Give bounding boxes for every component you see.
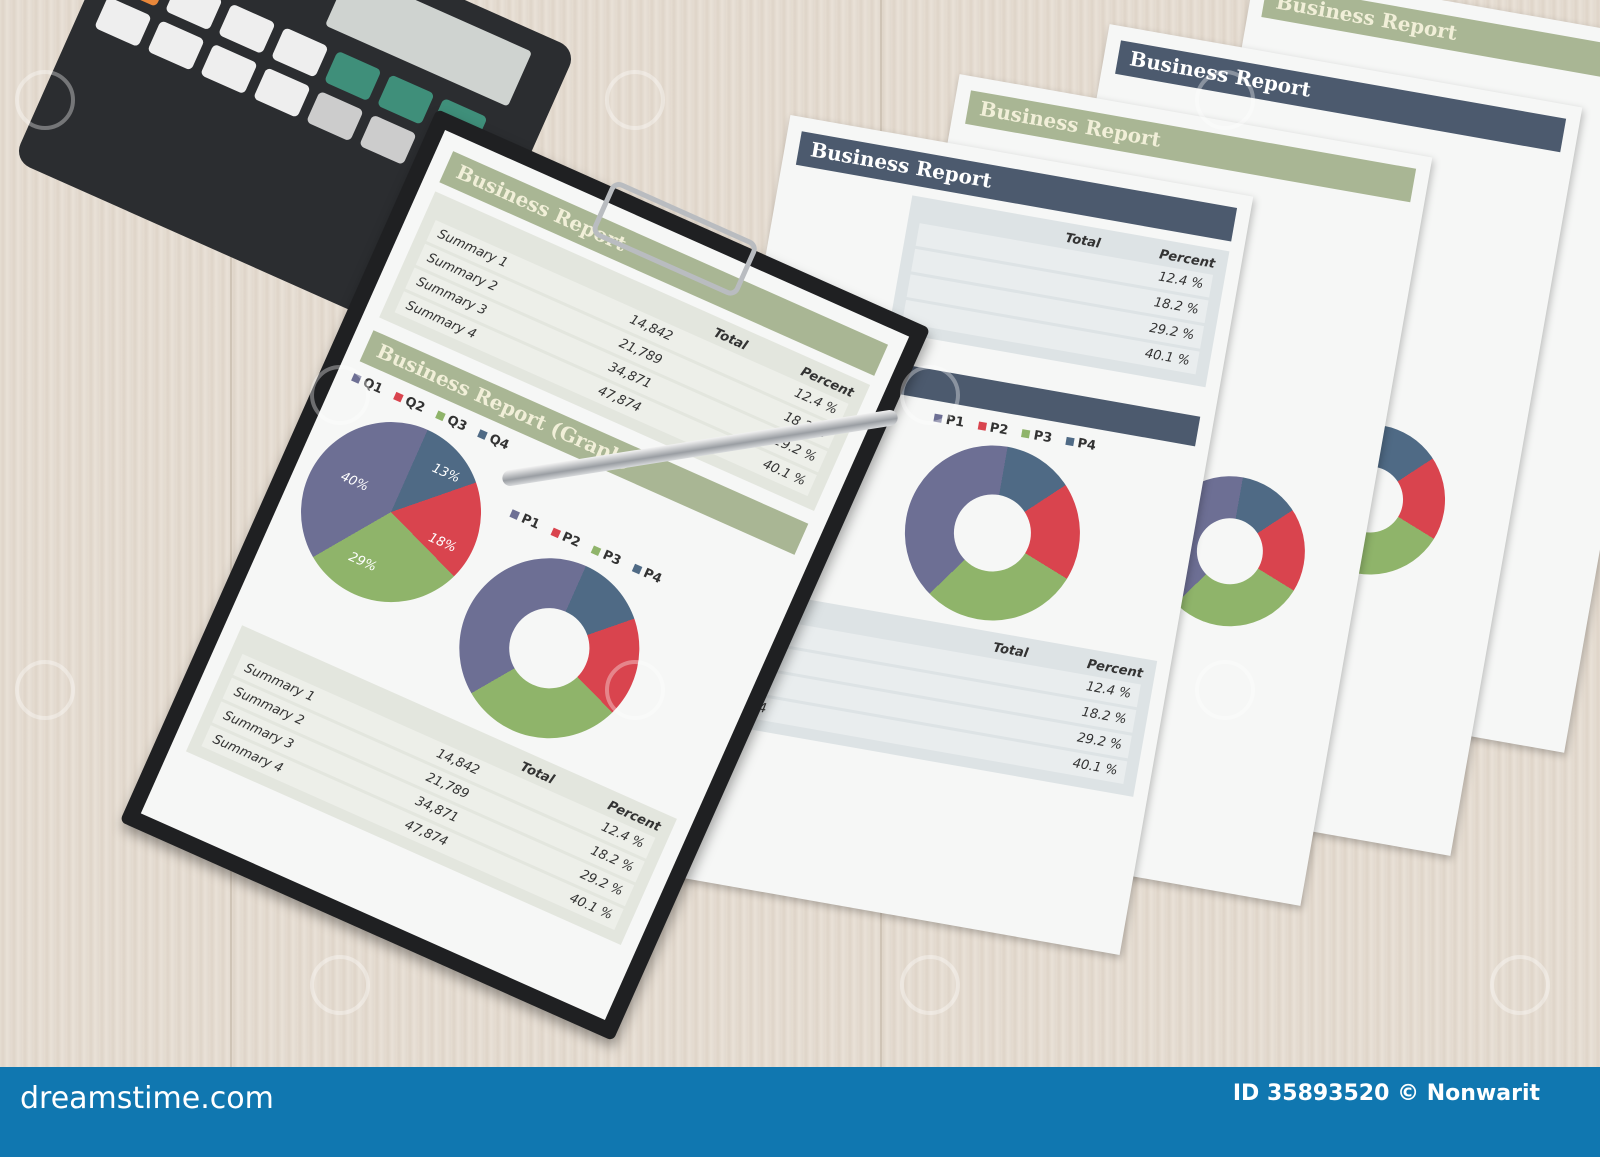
watermark-icon (1195, 660, 1255, 720)
donut-chart (891, 431, 1094, 635)
watermark-icon (1490, 955, 1550, 1015)
watermark-icon (605, 660, 665, 720)
watermark-icon (1195, 70, 1255, 130)
percent-cell: 18.2 % (1080, 704, 1128, 728)
pie-label: 13% (429, 460, 463, 487)
pie-label: 29% (346, 549, 379, 576)
pie-label: 40% (338, 469, 371, 495)
brand-logo[interactable]: dreamstime.com (20, 1081, 274, 1116)
percent-cell: 12.4 % (1157, 269, 1205, 293)
watermark-icon (605, 70, 665, 130)
percent-cell: 40.1 % (1071, 756, 1119, 779)
total-header: Total (1063, 230, 1102, 252)
image-credit: ID 35893520 © Nonwarit (1232, 1081, 1540, 1106)
watermark-icon (15, 660, 75, 720)
total-header: Total (991, 640, 1030, 662)
watermark-icon (15, 70, 75, 130)
watermark-icon (900, 365, 960, 425)
percent-cell: 29.2 % (1148, 320, 1196, 344)
percent-cell: 29.2 % (1075, 730, 1124, 754)
footer-bar: dreamstime.com ID 35893520 © Nonwarit (0, 1067, 1600, 1157)
percent-cell: 40.1 % (1143, 346, 1191, 370)
watermark-icon (310, 365, 370, 425)
watermark-icon (900, 955, 960, 1015)
percent-cell: 18.2 % (1152, 295, 1201, 318)
pie-label: 18% (426, 530, 459, 556)
percent-cell: 12.4 % (1084, 679, 1133, 702)
watermark-icon (310, 955, 370, 1015)
